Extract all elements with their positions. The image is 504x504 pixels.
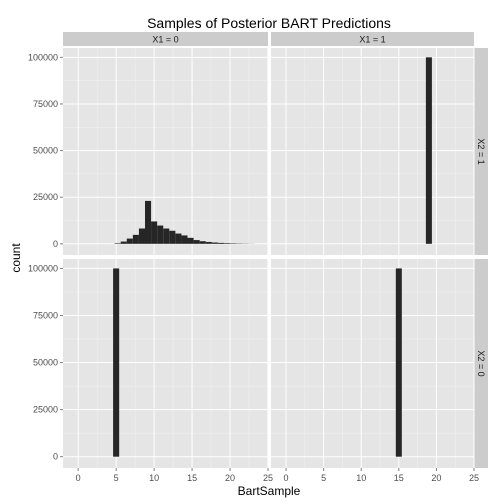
histogram-bar (113, 268, 120, 457)
x-tick-label: 20 (431, 473, 441, 483)
histogram-bar (223, 243, 231, 244)
panel-background (271, 259, 474, 468)
histogram-bar (199, 241, 206, 244)
x-tick-label: 0 (76, 473, 81, 483)
x-tick-label: 15 (394, 473, 404, 483)
histogram-bar (163, 228, 170, 244)
x-tick-label: 10 (356, 473, 366, 483)
column-strip (63, 32, 268, 46)
histogram-bar (175, 233, 182, 244)
x-tick-label: 5 (321, 473, 326, 483)
histogram-bar (169, 230, 176, 244)
y-axis-title: count (9, 243, 23, 273)
histogram-bar (145, 200, 152, 244)
x-tick-label: 5 (114, 473, 119, 483)
y-tick-label: 100000 (28, 263, 58, 273)
y-tick-label: 50000 (33, 146, 58, 156)
y-tick-label: 25000 (33, 192, 58, 202)
row-strip (474, 48, 488, 255)
histogram-bar (151, 221, 158, 244)
histogram-bar (193, 240, 200, 244)
panel-background (63, 48, 268, 255)
y-tick-label: 75000 (33, 99, 58, 109)
histogram-bar (217, 242, 224, 244)
histogram-bar (205, 241, 212, 244)
chart-title: Samples of Posterior BART Predictions (147, 15, 391, 31)
histogram-bar (114, 243, 121, 244)
x-tick-label: 15 (187, 473, 197, 483)
histogram-bar (425, 57, 432, 244)
column-strip (271, 32, 474, 46)
row-strip (474, 259, 488, 468)
x-axis-title: BartSample (238, 484, 301, 498)
y-tick-label: 0 (53, 239, 58, 249)
x-tick-label: 25 (263, 473, 273, 483)
y-tick-label: 25000 (33, 405, 58, 415)
histogram-bar (120, 241, 127, 244)
histogram-bar (395, 268, 402, 457)
x-tick-label: 25 (469, 473, 479, 483)
facet-panels: X1 = 0 X1 = 1X2 = 1X2 = 00250005000075000… (28, 32, 488, 483)
y-tick-label: 0 (53, 452, 58, 462)
x-tick-label: 0 (284, 473, 289, 483)
row-strip-label: X2 = 0 (476, 350, 486, 376)
histogram-bar (138, 228, 145, 244)
histogram-bar (132, 234, 139, 244)
histogram-bar (157, 225, 164, 244)
histogram-bar (211, 242, 218, 244)
y-tick-label: 75000 (33, 310, 58, 320)
panel-background (63, 259, 268, 468)
histogram-bar (126, 238, 133, 244)
x-tick-label: 20 (225, 473, 235, 483)
histogram-bar (187, 237, 194, 244)
column-strip-label: X1 = 0 (152, 35, 178, 45)
y-tick-label: 100000 (28, 52, 58, 62)
x-tick-label: 10 (149, 473, 159, 483)
panel-background (271, 48, 474, 255)
column-strip-label: X1 = 1 (359, 35, 385, 45)
histogram-bar (181, 235, 188, 244)
y-tick-label: 50000 (33, 358, 58, 368)
row-strip-label: X2 = 1 (476, 138, 486, 164)
